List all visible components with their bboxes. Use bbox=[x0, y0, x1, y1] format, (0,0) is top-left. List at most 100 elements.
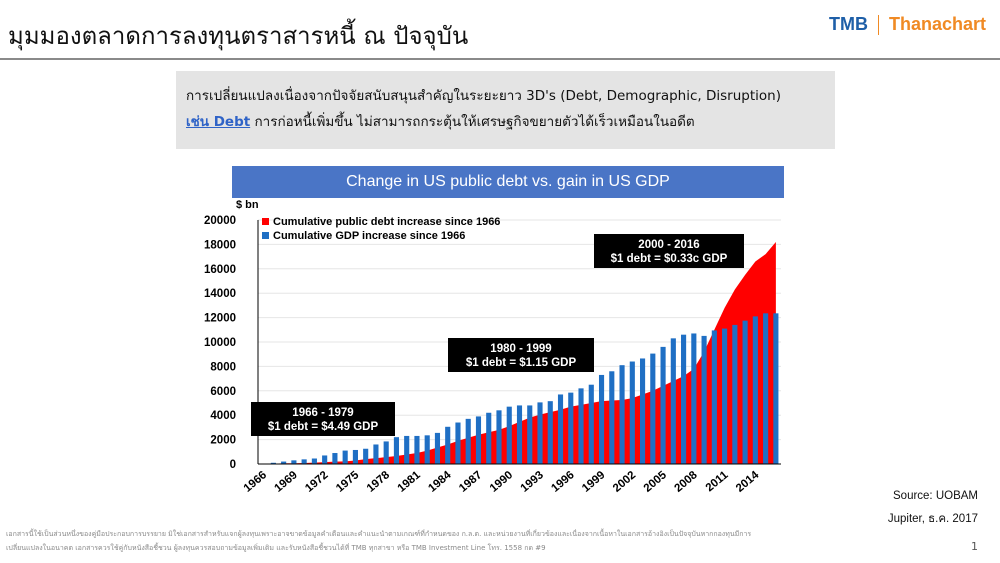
disclaimer-line-1: เอกสารนี้ใช้เป็นส่วนหนึ่งของคู่มือประกอบ… bbox=[6, 530, 752, 538]
y-tick-label: 20000 bbox=[204, 215, 236, 227]
annotation-period: 2000 - 2016 bbox=[638, 239, 699, 251]
gdp-bar-1983 bbox=[434, 432, 441, 464]
annotation-ratio: $1 debt = $1.15 GDP bbox=[466, 357, 577, 369]
x-tick-label: 1978 bbox=[365, 469, 393, 495]
gdp-bar-2001 bbox=[619, 365, 625, 464]
annotation-period: 1980 - 1999 bbox=[490, 343, 551, 355]
disclaimer-line-2: เปลี่ยนแปลงในอนาคต เอกสารควรใช้คู่กับหนั… bbox=[6, 544, 546, 552]
gdp-bar-1991 bbox=[516, 405, 523, 464]
x-tick-label: 2002 bbox=[611, 469, 638, 495]
gdp-bar-1981 bbox=[414, 435, 420, 464]
gdp-bar-1995 bbox=[557, 394, 564, 464]
chart-title: Change in US public debt vs. gain in US … bbox=[232, 166, 784, 198]
gdp-bar-1986 bbox=[465, 418, 471, 464]
gdp-bar-1967 bbox=[270, 462, 276, 464]
gdp-bar-1987 bbox=[475, 416, 482, 464]
gdp-bar-2016 bbox=[773, 313, 779, 464]
gdp-bar-2012 bbox=[732, 324, 738, 464]
legend-label: Cumulative public debt increase since 19… bbox=[273, 216, 500, 228]
page-number: 1 bbox=[971, 540, 978, 553]
gdp-bar-2005 bbox=[660, 346, 666, 464]
gdp-bar-1997 bbox=[578, 388, 584, 464]
gdp-bar-1971 bbox=[311, 458, 317, 464]
gdp-bar-1976 bbox=[363, 448, 369, 464]
annotation-box-3: 2000 - 2016 $1 debt = $0.33c GDP bbox=[594, 234, 744, 268]
chart-legend: Cumulative public debt increase since 19… bbox=[262, 216, 500, 242]
gdp-bar-2010 bbox=[711, 330, 717, 464]
gdp-bar-1994 bbox=[547, 401, 553, 464]
x-tick-label: 1987 bbox=[457, 469, 484, 495]
debt-area-series bbox=[263, 241, 776, 464]
gdp-bar-2015 bbox=[763, 313, 769, 464]
gdp-bar-1982 bbox=[424, 435, 430, 464]
x-tick-label: 1975 bbox=[334, 469, 362, 495]
callout-box: การเปลี่ยนแปลงเนื่องจากปัจจัยสนับสนุนสำค… bbox=[176, 71, 835, 149]
x-tick-label: 1972 bbox=[303, 469, 330, 495]
legend-swatch bbox=[262, 232, 269, 239]
gdp-bar-1984 bbox=[445, 426, 451, 464]
gdp-bar-1974 bbox=[342, 450, 348, 464]
gdp-bar-1998 bbox=[588, 384, 594, 464]
gdp-bar-1999 bbox=[598, 374, 605, 464]
debt-highlight-link[interactable]: เช่น Debt bbox=[186, 114, 251, 130]
gdp-bar-2004 bbox=[650, 353, 656, 464]
gdp-bar-2006 bbox=[670, 338, 676, 464]
annotation-ratio: $1 debt = $4.49 GDP bbox=[268, 421, 379, 433]
annotation-box-1: 1966 - 1979 $1 debt = $4.49 GDP bbox=[251, 402, 395, 436]
y-tick-label: 16000 bbox=[204, 264, 236, 276]
y-tick-label: 4000 bbox=[210, 410, 236, 422]
x-tick-label: 1981 bbox=[396, 469, 424, 495]
y-tick-label: 18000 bbox=[204, 239, 236, 251]
gdp-bar-1993 bbox=[537, 402, 543, 464]
x-tick-label: 1966 bbox=[242, 469, 269, 495]
source-line-1: Source: UOBAM bbox=[893, 490, 978, 502]
gdp-bar-2011 bbox=[722, 328, 728, 464]
brand-logo: TMB Thanachart bbox=[829, 14, 986, 35]
annotation-period: 1966 - 1979 bbox=[292, 407, 353, 419]
x-tick-label: 2014 bbox=[734, 469, 762, 495]
y-tick-label: 0 bbox=[230, 459, 236, 471]
x-tick-label: 1984 bbox=[426, 469, 454, 495]
gdp-bar-1989 bbox=[496, 410, 502, 464]
y-tick-label: 14000 bbox=[204, 288, 236, 300]
gdp-bar-2007 bbox=[681, 334, 687, 464]
gdp-bar-2000 bbox=[609, 371, 615, 464]
gdp-bar-1978 bbox=[383, 441, 389, 464]
gdp-bar-2013 bbox=[742, 320, 748, 464]
y-tick-label: 12000 bbox=[204, 313, 236, 325]
gdp-bar-1979 bbox=[393, 437, 400, 464]
gdp-bar-1992 bbox=[527, 405, 533, 464]
gdp-bar-2003 bbox=[639, 358, 646, 464]
legend-label: Cumulative GDP increase since 1966 bbox=[273, 230, 465, 242]
tmb-logo-text: TMB bbox=[828, 14, 868, 34]
y-tick-label: 6000 bbox=[210, 386, 236, 398]
debt-vs-gdp-chart: 0 2000 4000 6000 8000 10000 12000 14000 16000 180… bbox=[204, 199, 781, 495]
x-tick-label: 1969 bbox=[273, 469, 300, 495]
x-tick-label: 2005 bbox=[642, 469, 670, 495]
y-axis-label: $ bn bbox=[236, 199, 259, 211]
gdp-bar-1969 bbox=[291, 460, 297, 464]
gdp-bar-2009 bbox=[701, 335, 707, 464]
gdp-bar-1973 bbox=[332, 453, 338, 464]
x-tick-label: 1996 bbox=[549, 469, 576, 495]
gdp-bar-1968 bbox=[281, 461, 287, 464]
annotation-ratio: $1 debt = $0.33c GDP bbox=[611, 253, 728, 265]
y-tick-label: 2000 bbox=[210, 435, 236, 447]
x-tick-label: 2011 bbox=[704, 469, 731, 495]
gdp-bar-1975 bbox=[352, 449, 358, 464]
callout-line-2-text: การก่อหนี้เพิ่มขึ้น ไม่สามารถกระตุ้นให้เ… bbox=[250, 114, 695, 130]
gdp-bar-1977 bbox=[373, 444, 379, 464]
gdp-bar-1990 bbox=[506, 406, 512, 464]
logo-divider bbox=[877, 14, 879, 35]
title-divider bbox=[0, 58, 1000, 60]
gdp-bar-1985 bbox=[455, 422, 461, 464]
page-title: มุมมองตลาดการลงทุนตราสารหนี้ ณ ปัจจุบัน bbox=[8, 22, 469, 50]
callout-line-1: การเปลี่ยนแปลงเนื่องจากปัจจัยสนับสนุนสำค… bbox=[186, 88, 781, 104]
x-tick-label: 1993 bbox=[519, 469, 546, 495]
gdp-bar-1988 bbox=[486, 412, 492, 464]
disclaimer: เอกสารนี้ใช้เป็นส่วนหนึ่งของคู่มือประกอบ… bbox=[6, 527, 886, 555]
gdp-bar-1972 bbox=[322, 455, 328, 464]
gdp-bar-2002 bbox=[629, 361, 635, 464]
gdp-bar-1980 bbox=[404, 435, 410, 464]
gdp-bar-1996 bbox=[568, 392, 574, 464]
